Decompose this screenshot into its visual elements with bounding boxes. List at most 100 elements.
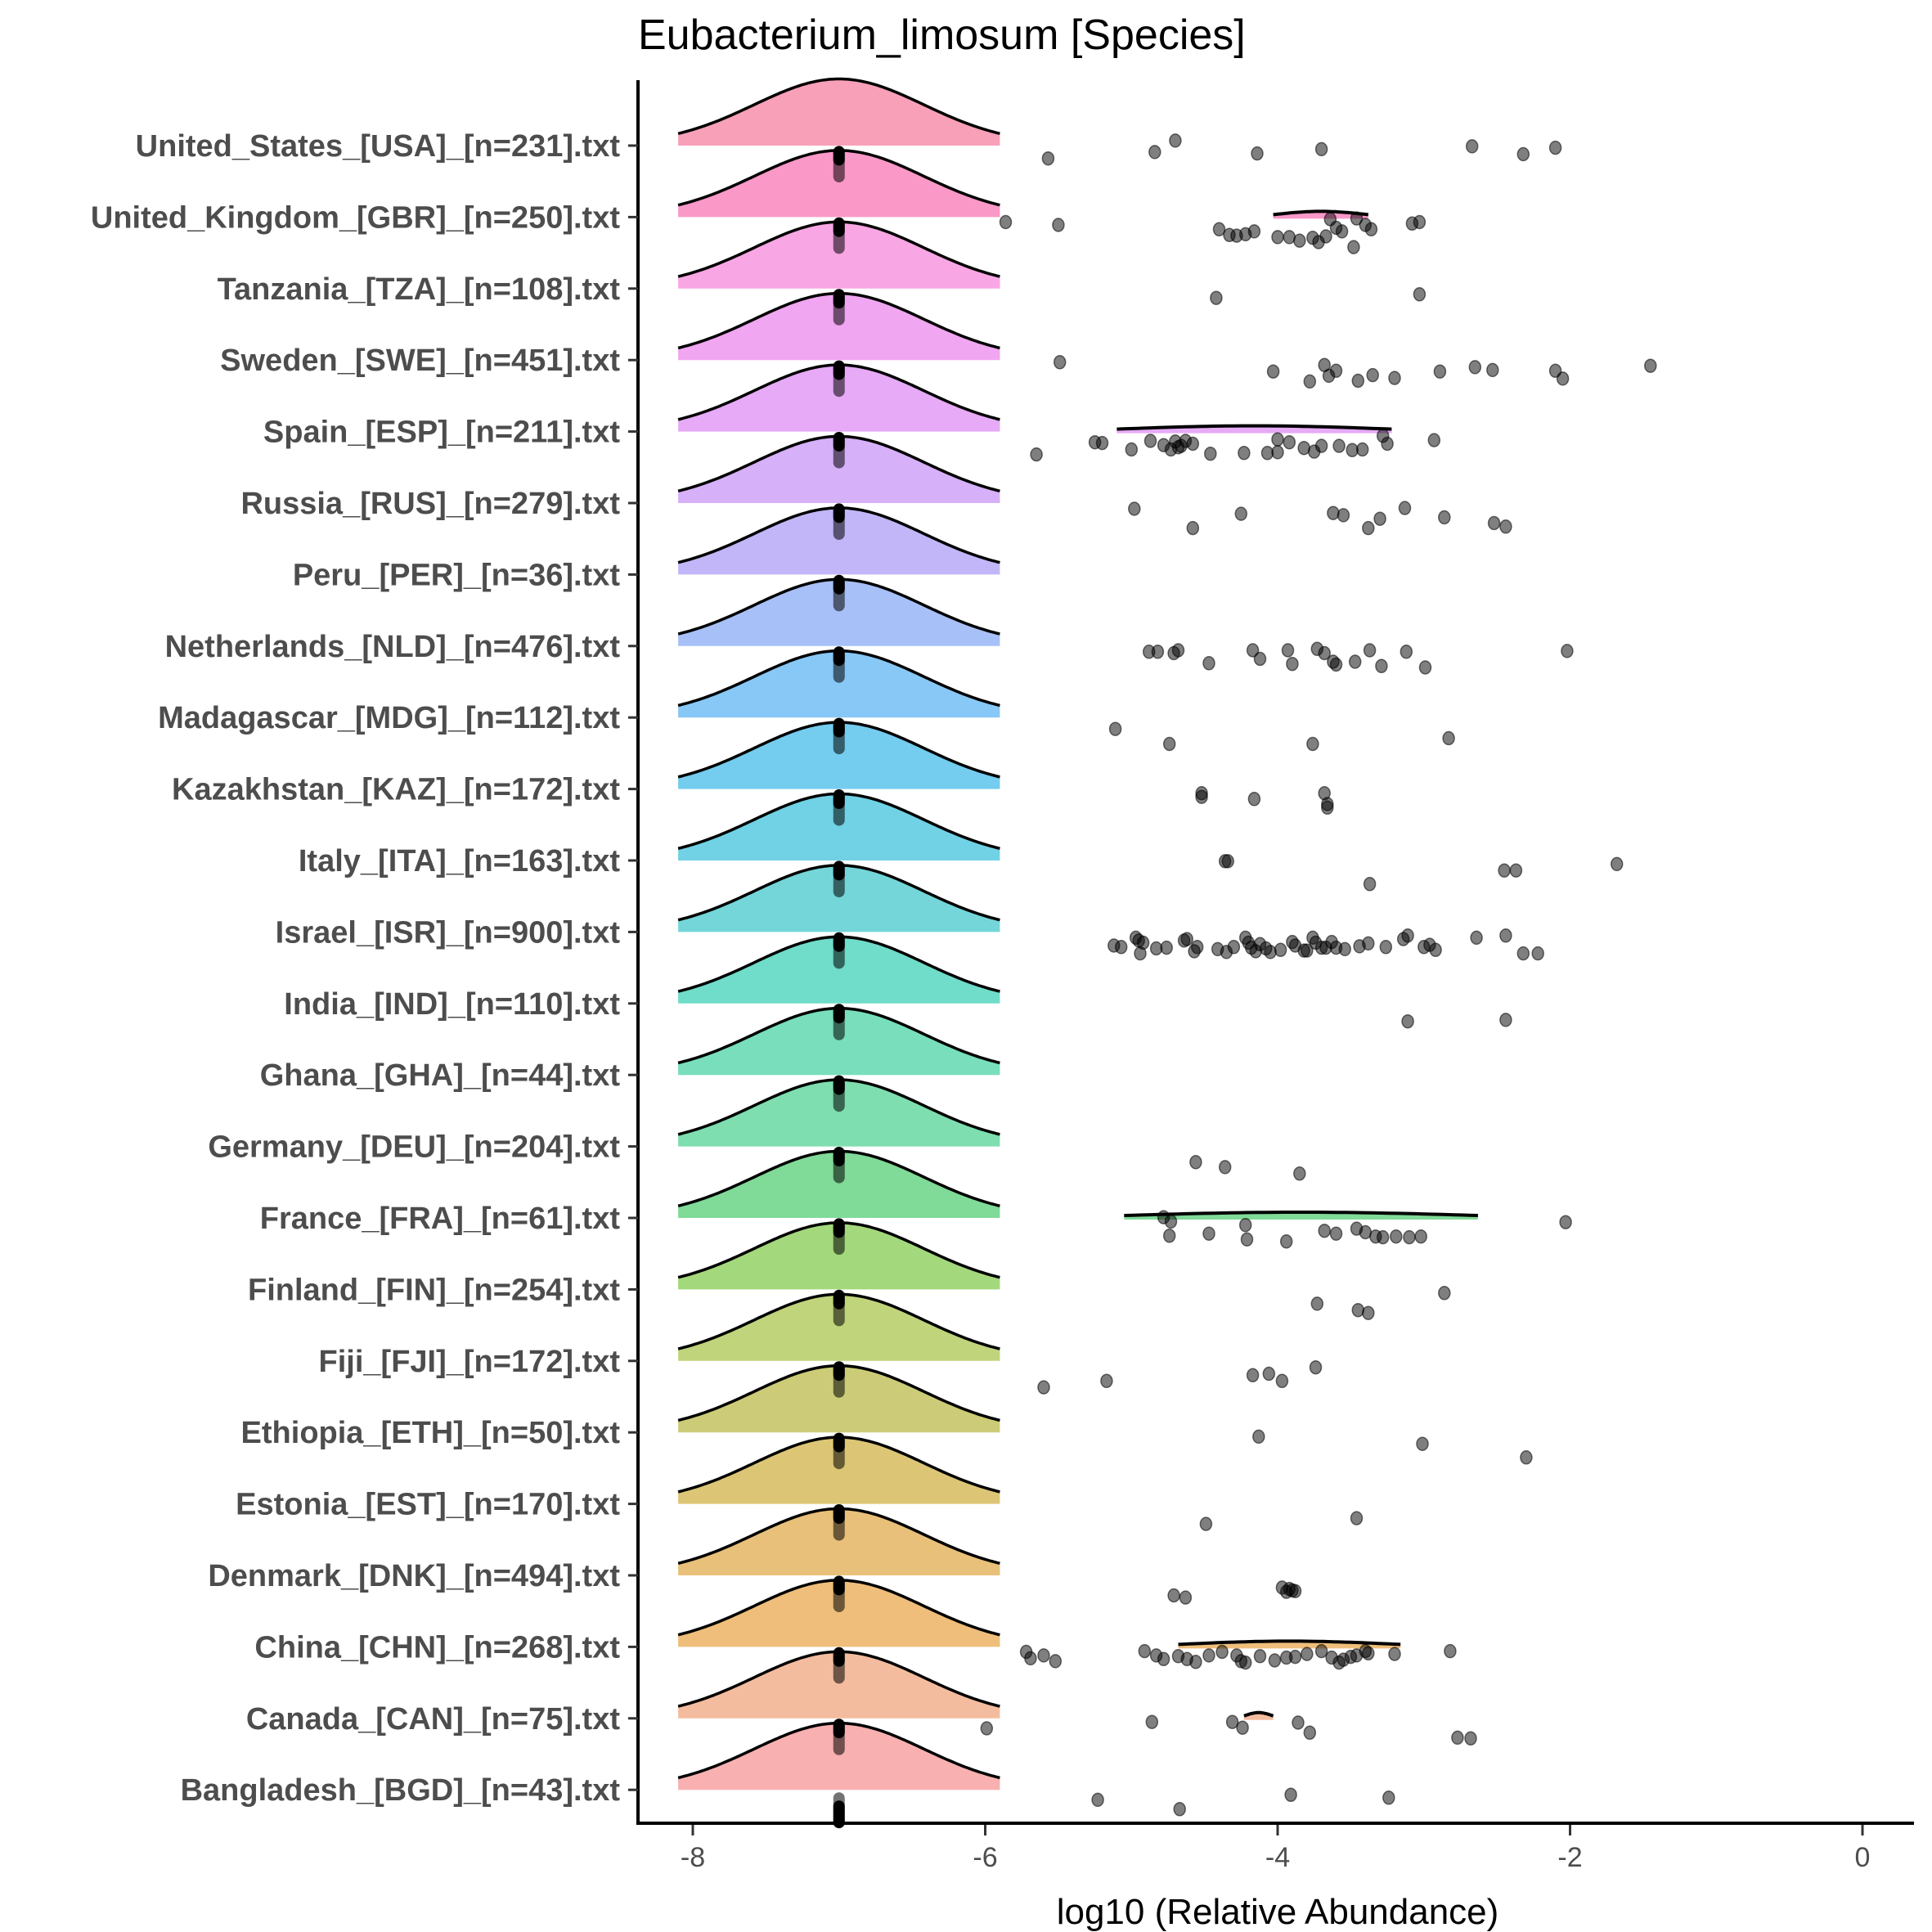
data-point [1283, 434, 1296, 450]
data-point [1238, 446, 1251, 461]
data-point [1303, 1725, 1317, 1741]
data-point [1413, 287, 1427, 302]
secondary-ridge-outline [1178, 1639, 1401, 1647]
data-point [1310, 1296, 1324, 1311]
y-tick-label: United_States_[USA]_[n=231].txt [136, 129, 621, 164]
data-point [1202, 1648, 1215, 1663]
data-point [1350, 211, 1364, 226]
data-point [1427, 433, 1441, 447]
data-point [1171, 643, 1185, 658]
x-axis-label: log10 (Relative Abundance) [1057, 1892, 1499, 1932]
data-point [1363, 643, 1377, 658]
ridge-fill [678, 150, 1000, 218]
data-point [980, 1721, 994, 1736]
data-point [1246, 1368, 1260, 1383]
data-point [1247, 792, 1261, 806]
data-point [1173, 1802, 1186, 1817]
data-point [1268, 1653, 1282, 1668]
ridge-fill [678, 1508, 1000, 1575]
data-point [1429, 942, 1442, 958]
data-point [1199, 1516, 1213, 1531]
data-point [1451, 1730, 1464, 1746]
data-point [1486, 362, 1499, 378]
data-point [1314, 438, 1328, 453]
data-point [1418, 660, 1432, 675]
data-point [1548, 140, 1562, 155]
data-point [1202, 656, 1215, 671]
data-point [1049, 1654, 1063, 1669]
data-point [1240, 1232, 1254, 1247]
data-point [1271, 445, 1284, 460]
data-point [1556, 371, 1570, 386]
data-point [1288, 1649, 1302, 1665]
data-point [1271, 230, 1284, 245]
y-tick-label: Tanzania_[TZA]_[n=108].txt [218, 272, 621, 307]
y-tick-label: Ghana_[GHA]_[n=44].txt [260, 1058, 621, 1093]
data-point [1350, 1511, 1364, 1525]
data-point [1236, 1720, 1249, 1735]
data-point [1376, 1229, 1390, 1245]
y-tick-label: Peru_[PER]_[n=36].txt [293, 558, 621, 592]
y-tick-label: Kazakhstan_[KAZ]_[n=172].txt [172, 773, 620, 807]
data-point [1190, 940, 1204, 955]
data-point [1363, 877, 1377, 892]
data-point [1413, 214, 1427, 230]
ridge-fill [678, 293, 1000, 361]
data-point [1041, 151, 1055, 166]
data-point [1221, 854, 1234, 869]
x-tick-label: 0 [1855, 1842, 1871, 1873]
data-point [1202, 1226, 1215, 1241]
data-point [1186, 436, 1200, 452]
data-point [1338, 941, 1351, 957]
data-point [1388, 371, 1401, 385]
data-point [1355, 442, 1369, 457]
data-point [1398, 501, 1412, 515]
data-point [1275, 1373, 1289, 1389]
y-tick-label: United_Kingdom_[GBR]_[n=250].txt [91, 200, 620, 235]
data-point [1234, 506, 1248, 521]
data-point [1293, 233, 1306, 248]
ridge-fill [678, 1222, 1000, 1290]
data-point [1438, 510, 1451, 525]
data-point [1136, 935, 1150, 950]
data-point [1162, 1229, 1176, 1243]
data-point [1301, 1647, 1314, 1661]
y-tick-label: Canada_[CAN]_[n=75].txt [246, 1702, 620, 1737]
data-point [1279, 1234, 1293, 1249]
ridge-fill [678, 1723, 1000, 1790]
data-point [1180, 932, 1193, 946]
data-point [1401, 1013, 1414, 1029]
ridge-group [677, 1149, 1478, 1220]
data-point [1148, 145, 1161, 160]
data-point [1499, 1013, 1512, 1027]
data-point [1465, 139, 1479, 154]
data-point [1125, 442, 1139, 457]
data-point [1375, 658, 1388, 674]
data-point [1464, 1731, 1477, 1746]
y-tick-label: Denmark_[DNK]_[n=494].txt [208, 1559, 620, 1593]
data-point [1303, 374, 1317, 389]
y-tick-label: Italy_[ITA]_[n=163].txt [299, 844, 620, 878]
data-point [1271, 432, 1284, 447]
ridge-fill [678, 937, 1000, 1004]
data-point [1306, 736, 1319, 752]
y-tick-label: Netherlands_[NLD]_[n=476].txt [165, 630, 621, 664]
data-point [1509, 863, 1523, 878]
data-point [1373, 511, 1386, 526]
data-point [1610, 856, 1624, 872]
data-point [1227, 940, 1241, 955]
y-tick-label: Spain_[ESP]_[n=211].txt [263, 416, 620, 450]
data-point [1351, 373, 1365, 389]
y-tick-label: India_[IND]_[n=110].txt [284, 987, 620, 1022]
ridge-fill [678, 507, 1000, 575]
data-point [1160, 940, 1173, 955]
data-point [1264, 945, 1277, 959]
ridge-fill [678, 365, 1000, 432]
ridge-fill [678, 1294, 1000, 1361]
data-point [1204, 446, 1217, 461]
x-ticks: -8 -6 -4 -2 0 [681, 1825, 1871, 1873]
data-point [1329, 363, 1343, 379]
data-point [1095, 435, 1109, 451]
data-point [1037, 1380, 1050, 1395]
data-point [1145, 1714, 1159, 1729]
